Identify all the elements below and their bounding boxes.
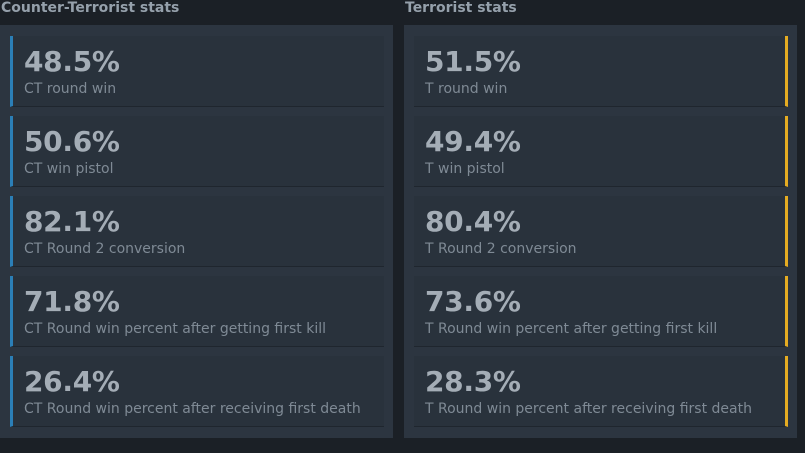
t-stat-card-win-pistol: 49.4% T win pistol <box>414 116 788 187</box>
stat-label: CT Round win percent after receiving fir… <box>24 401 361 417</box>
stat-label: T win pistol <box>425 161 505 177</box>
ct-stats-title: Counter-Terrorist stats <box>1 0 180 16</box>
stat-label: CT Round win percent after getting first… <box>24 321 326 337</box>
ct-stats-column: Counter-Terrorist stats 48.5% CT round w… <box>0 0 393 438</box>
ct-stat-card-first-death: 26.4% CT Round win percent after receivi… <box>10 356 384 427</box>
t-stats-panel: 51.5% T round win 49.4% T win pistol 80.… <box>404 25 797 438</box>
stat-value: 28.3% <box>425 365 521 398</box>
stat-label: T Round win percent after receiving firs… <box>425 401 752 417</box>
stat-value: 26.4% <box>24 365 120 398</box>
stat-value: 49.4% <box>425 125 521 158</box>
t-stat-card-round2-conversion: 80.4% T Round 2 conversion <box>414 196 788 267</box>
stat-value: 50.6% <box>24 125 120 158</box>
t-stat-card-round-win: 51.5% T round win <box>414 36 788 107</box>
t-stats-title: Terrorist stats <box>405 0 517 16</box>
stat-value: 71.8% <box>24 285 120 318</box>
ct-stat-card-round-win: 48.5% CT round win <box>10 36 384 107</box>
stat-value: 73.6% <box>425 285 521 318</box>
ct-stat-card-round2-conversion: 82.1% CT Round 2 conversion <box>10 196 384 267</box>
t-stat-card-first-death: 28.3% T Round win percent after receivin… <box>414 356 788 427</box>
ct-stats-panel: 48.5% CT round win 50.6% CT win pistol 8… <box>0 25 393 438</box>
stat-value: 48.5% <box>24 45 120 78</box>
stat-value: 82.1% <box>24 205 120 238</box>
stat-label: CT round win <box>24 81 117 97</box>
stat-value: 80.4% <box>425 205 521 238</box>
stat-label: CT Round 2 conversion <box>24 241 186 257</box>
stat-label: T Round win percent after getting first … <box>425 321 718 337</box>
stat-label: T round win <box>425 81 508 97</box>
t-stats-column: Terrorist stats 51.5% T round win 49.4% … <box>404 0 805 438</box>
t-stat-card-first-kill: 73.6% T Round win percent after getting … <box>414 276 788 347</box>
stat-label: CT win pistol <box>24 161 114 177</box>
stat-label: T Round 2 conversion <box>425 241 577 257</box>
ct-stat-card-win-pistol: 50.6% CT win pistol <box>10 116 384 187</box>
ct-stat-card-first-kill: 71.8% CT Round win percent after getting… <box>10 276 384 347</box>
stat-value: 51.5% <box>425 45 521 78</box>
